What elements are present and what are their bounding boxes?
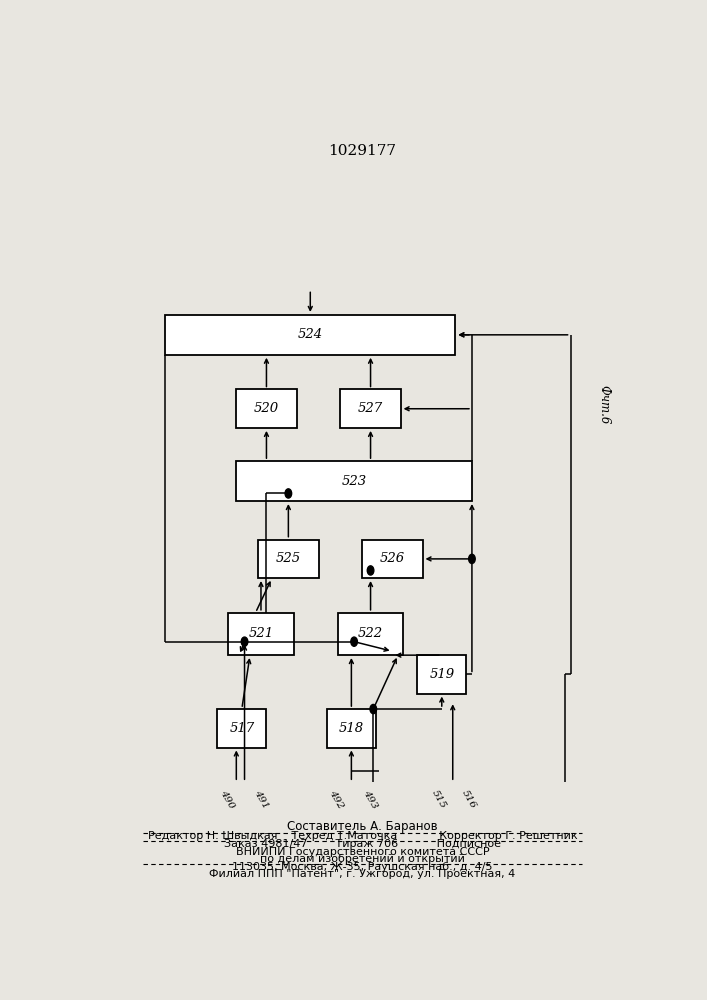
Bar xyxy=(338,613,404,655)
Text: 490: 490 xyxy=(218,788,236,810)
Bar xyxy=(341,389,401,428)
Circle shape xyxy=(367,566,374,575)
Text: ВНИИПИ Государственного комитета СССР: ВНИИПИ Государственного комитета СССР xyxy=(235,847,489,857)
Text: 518: 518 xyxy=(339,722,364,735)
Text: 493: 493 xyxy=(362,788,380,810)
Text: Заказ 4981/47        Тираж 706           Подписное: Заказ 4981/47 Тираж 706 Подписное xyxy=(224,839,501,849)
Text: 522: 522 xyxy=(358,627,383,640)
Text: 521: 521 xyxy=(248,627,274,640)
Text: 1029177: 1029177 xyxy=(328,144,397,158)
Text: 113035, Москва, Ж-35, Раушская наб., д. 4/5: 113035, Москва, Ж-35, Раушская наб., д. … xyxy=(232,862,493,872)
Text: 523: 523 xyxy=(341,475,367,488)
Bar xyxy=(228,613,294,655)
Bar xyxy=(258,540,319,578)
Text: 516: 516 xyxy=(460,788,478,810)
Text: Составитель А. Баранов: Составитель А. Баранов xyxy=(287,820,438,833)
Bar xyxy=(236,389,297,428)
Circle shape xyxy=(285,489,292,498)
Text: 527: 527 xyxy=(358,402,383,415)
Text: 517: 517 xyxy=(229,722,255,735)
Circle shape xyxy=(370,704,377,714)
Circle shape xyxy=(469,554,475,564)
Text: 524: 524 xyxy=(298,328,323,341)
Bar xyxy=(236,461,472,501)
Bar xyxy=(165,315,455,355)
Bar xyxy=(363,540,423,578)
Text: 526: 526 xyxy=(380,552,405,565)
Circle shape xyxy=(241,637,248,646)
Text: 491: 491 xyxy=(252,788,270,810)
Text: 519: 519 xyxy=(429,668,455,681)
Bar xyxy=(217,709,267,748)
Bar xyxy=(327,709,376,748)
Text: по делам изобретений и открытий: по делам изобретений и открытий xyxy=(260,854,464,864)
Text: 520: 520 xyxy=(254,402,279,415)
Text: Фчт.6: Фчт.6 xyxy=(597,385,610,425)
Bar xyxy=(417,655,467,694)
Circle shape xyxy=(351,637,358,646)
Text: 492: 492 xyxy=(328,788,346,810)
Text: 525: 525 xyxy=(276,552,301,565)
Text: Редактор Н. Швыдкая    Техред Т.Маточка            Корректор Г. Решетник: Редактор Н. Швыдкая Техред Т.Маточка Кор… xyxy=(148,831,577,841)
Text: 515: 515 xyxy=(430,788,448,810)
Text: Филиал ППП "Патент", г. Ужгород, ул. Проектная, 4: Филиал ППП "Патент", г. Ужгород, ул. Про… xyxy=(209,869,515,879)
